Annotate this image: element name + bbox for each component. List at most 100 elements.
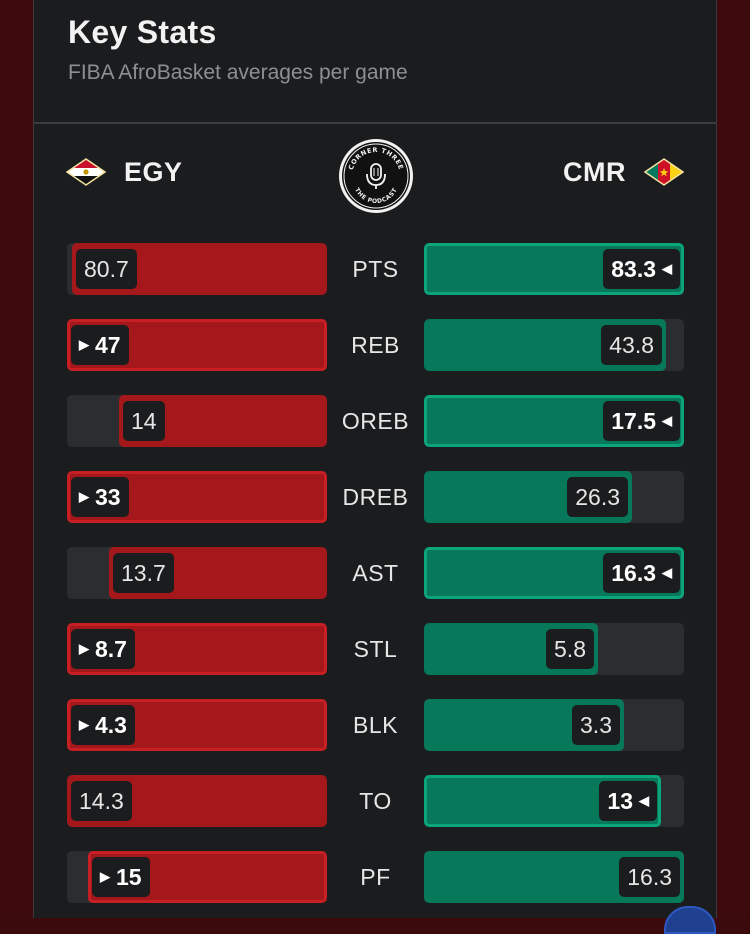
left-stat-bar: ▶ 33 <box>67 471 327 523</box>
left-stat-value-chip: 14.3 <box>71 781 132 821</box>
left-stat-bar: ▶ 47 <box>67 319 327 371</box>
caret-right-icon: ▶ <box>79 641 89 656</box>
left-stat-track: ▶ 33 <box>67 471 327 523</box>
right-stat-track: 3.3 <box>424 699 684 751</box>
team-left: EGY <box>66 152 183 192</box>
stat-row-to: 14.3 TO 13 ◀ <box>34 775 716 827</box>
right-stat-value: 16.3 <box>627 863 672 890</box>
right-stat-track: 17.5 ◀ <box>424 395 684 447</box>
left-stat-value: 47 <box>95 331 121 358</box>
caret-right-icon: ▶ <box>79 489 89 504</box>
caret-right-icon: ▶ <box>79 717 89 732</box>
right-stat-value-chip: 17.5 ◀ <box>603 401 680 441</box>
stat-label: TO <box>359 787 392 814</box>
left-stat-value-chip: ▶ 15 <box>92 857 150 897</box>
right-stat-value: 13 <box>607 787 633 814</box>
team-left-name: EGY <box>124 156 183 187</box>
left-stat-value-chip: ▶ 4.3 <box>71 705 135 745</box>
right-stat-bar: 26.3 <box>424 471 632 523</box>
left-stat-bar: ▶ 4.3 <box>67 699 327 751</box>
right-stat-value-chip: 5.8 <box>546 629 594 669</box>
microphone-icon <box>366 163 386 189</box>
stat-label: OREB <box>341 407 410 434</box>
backdrop-left <box>0 0 33 918</box>
right-stat-track: 26.3 <box>424 471 684 523</box>
left-stat-value-chip: 14 <box>123 401 165 441</box>
right-stat-bar: 17.5 ◀ <box>424 395 684 447</box>
right-stat-bar: 5.8 <box>424 623 598 675</box>
stat-label: REB <box>351 331 400 358</box>
egypt-flag-icon <box>66 158 106 186</box>
left-stat-value-chip: ▶ 33 <box>71 477 129 517</box>
team-right-name: CMR <box>563 156 626 187</box>
stat-label: DREB <box>342 483 409 510</box>
stat-label: BLK <box>353 711 398 738</box>
right-stat-value-chip: 43.8 <box>601 325 662 365</box>
cameroon-flag-icon <box>644 158 684 186</box>
right-stat-bar: 83.3 ◀ <box>424 243 684 295</box>
corner-three-podcast-logo: CORNER THREE THE PODCAST <box>339 139 413 213</box>
left-stat-value-chip: ▶ 47 <box>71 325 129 365</box>
left-stat-value-chip: 80.7 <box>76 249 137 289</box>
left-stat-bar: 14 <box>119 395 327 447</box>
left-stat-value: 15 <box>116 863 142 890</box>
left-stat-track: ▶ 4.3 <box>67 699 327 751</box>
left-stat-value-chip: 13.7 <box>113 553 174 593</box>
right-stat-value-chip: 26.3 <box>567 477 628 517</box>
caret-left-icon: ◀ <box>662 565 672 580</box>
stat-label: PTS <box>352 255 399 282</box>
right-stat-value: 17.5 <box>611 407 656 434</box>
left-stat-value: 8.7 <box>95 635 127 662</box>
caret-right-icon: ▶ <box>100 869 110 884</box>
caret-right-icon: ▶ <box>79 337 89 352</box>
left-stat-value: 80.7 <box>84 255 129 282</box>
caret-left-icon: ◀ <box>639 793 649 808</box>
left-stat-bar: ▶ 8.7 <box>67 623 327 675</box>
divider <box>34 122 716 124</box>
right-stat-value: 3.3 <box>580 711 612 738</box>
right-stat-bar: 13 ◀ <box>424 775 661 827</box>
right-stat-value-chip: 83.3 ◀ <box>603 249 680 289</box>
stat-row-reb: ▶ 47 REB 43.8 <box>34 319 716 371</box>
card-title: Key Stats <box>68 14 217 50</box>
left-stat-track: 14 <box>67 395 327 447</box>
left-stat-bar: 80.7 <box>72 243 327 295</box>
team-right: CMR <box>563 152 684 192</box>
right-stat-value: 16.3 <box>611 559 656 586</box>
stat-row-blk: ▶ 4.3 BLK 3.3 <box>34 699 716 751</box>
right-stat-value: 43.8 <box>609 331 654 358</box>
left-stat-value: 14 <box>131 407 157 434</box>
stat-row-oreb: 14 OREB 17.5 ◀ <box>34 395 716 447</box>
left-stat-bar: ▶ 15 <box>88 851 327 903</box>
right-stat-bar: 16.3 <box>424 851 684 903</box>
left-stat-bar: 14.3 <box>67 775 327 827</box>
backdrop-right <box>717 0 750 918</box>
right-stat-value-chip: 16.3 ◀ <box>603 553 680 593</box>
right-stat-track: 5.8 <box>424 623 684 675</box>
right-stat-value-chip: 3.3 <box>572 705 620 745</box>
right-stat-value: 83.3 <box>611 255 656 282</box>
left-stat-track: 13.7 <box>67 547 327 599</box>
floating-badge <box>664 906 716 934</box>
right-stat-value-chip: 13 ◀ <box>599 781 657 821</box>
right-stat-track: 43.8 <box>424 319 684 371</box>
right-stat-track: 16.3 ◀ <box>424 547 684 599</box>
right-stat-bar: 43.8 <box>424 319 666 371</box>
left-stat-value: 4.3 <box>95 711 127 738</box>
left-stat-value: 13.7 <box>121 559 166 586</box>
caret-left-icon: ◀ <box>662 413 672 428</box>
stat-label: AST <box>352 559 399 586</box>
stat-row-pf: ▶ 15 PF 16.3 <box>34 851 716 903</box>
right-stat-value: 5.8 <box>554 635 586 662</box>
stat-row-ast: 13.7 AST 16.3 ◀ <box>34 547 716 599</box>
left-stat-track: ▶ 15 <box>67 851 327 903</box>
right-stat-value: 26.3 <box>575 483 620 510</box>
stat-label: PF <box>360 863 391 890</box>
caret-left-icon: ◀ <box>662 261 672 276</box>
key-stats-card: Key Stats FIBA AfroBasket averages per g… <box>33 0 717 934</box>
left-stat-value-chip: ▶ 8.7 <box>71 629 135 669</box>
left-stat-value: 14.3 <box>79 787 124 814</box>
left-stat-bar: 13.7 <box>109 547 327 599</box>
stat-label: STL <box>353 635 398 662</box>
left-stat-track: ▶ 8.7 <box>67 623 327 675</box>
